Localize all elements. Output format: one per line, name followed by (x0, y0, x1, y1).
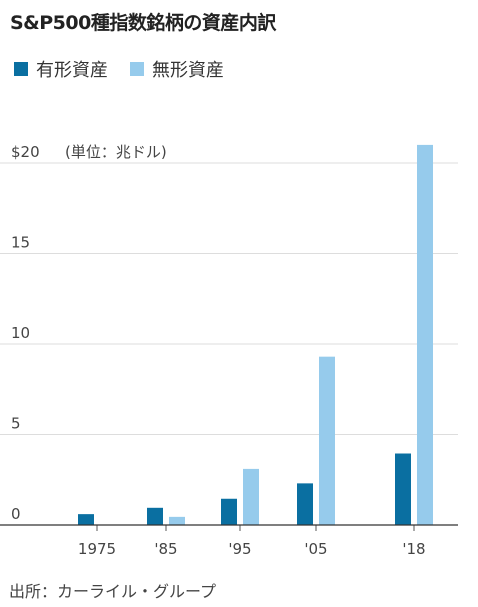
bar-chart: 0 5 10 15 $20 (単位：兆ドル) 1975 '85 '95 '05 '18 (0, 143, 458, 558)
legend-swatch-tangible (14, 62, 28, 76)
legend-item-tangible: 有形資産 (14, 56, 108, 82)
y-tick-label: 10 (11, 324, 30, 342)
y-tick-label: 0 (11, 505, 21, 523)
x-tick-label: '05 (304, 540, 327, 558)
legend-label-tangible: 有形資産 (36, 60, 108, 81)
bar-intangible (319, 356, 335, 525)
bar-intangible (169, 516, 185, 525)
bar-intangible (417, 144, 433, 525)
bar-tangible (147, 507, 163, 525)
unit-label: (単位：兆ドル) (65, 143, 167, 161)
legend: 有形資産 無形資産 (14, 56, 246, 82)
bar-tangible (78, 514, 94, 525)
bar-tangible (395, 453, 411, 525)
x-tick-label: 1975 (78, 540, 116, 558)
x-tick-label: '85 (154, 540, 177, 558)
y-tick-label: 5 (11, 415, 21, 433)
legend-swatch-intangible (130, 62, 144, 76)
y-tick-label: $20 (11, 143, 40, 161)
source-note: 出所：カーライル・グループ (9, 582, 217, 601)
x-tick-label: '18 (402, 540, 425, 558)
y-tick-label: 15 (11, 234, 30, 252)
bar-tangible (221, 498, 237, 525)
chart-title: S&P500種指数銘柄の資産内訳 (10, 12, 276, 34)
legend-item-intangible: 無形資産 (130, 56, 224, 82)
x-tick-label: '95 (228, 540, 251, 558)
bar-intangible (243, 468, 259, 525)
legend-label-intangible: 無形資産 (152, 60, 224, 81)
bar-tangible (297, 483, 313, 525)
